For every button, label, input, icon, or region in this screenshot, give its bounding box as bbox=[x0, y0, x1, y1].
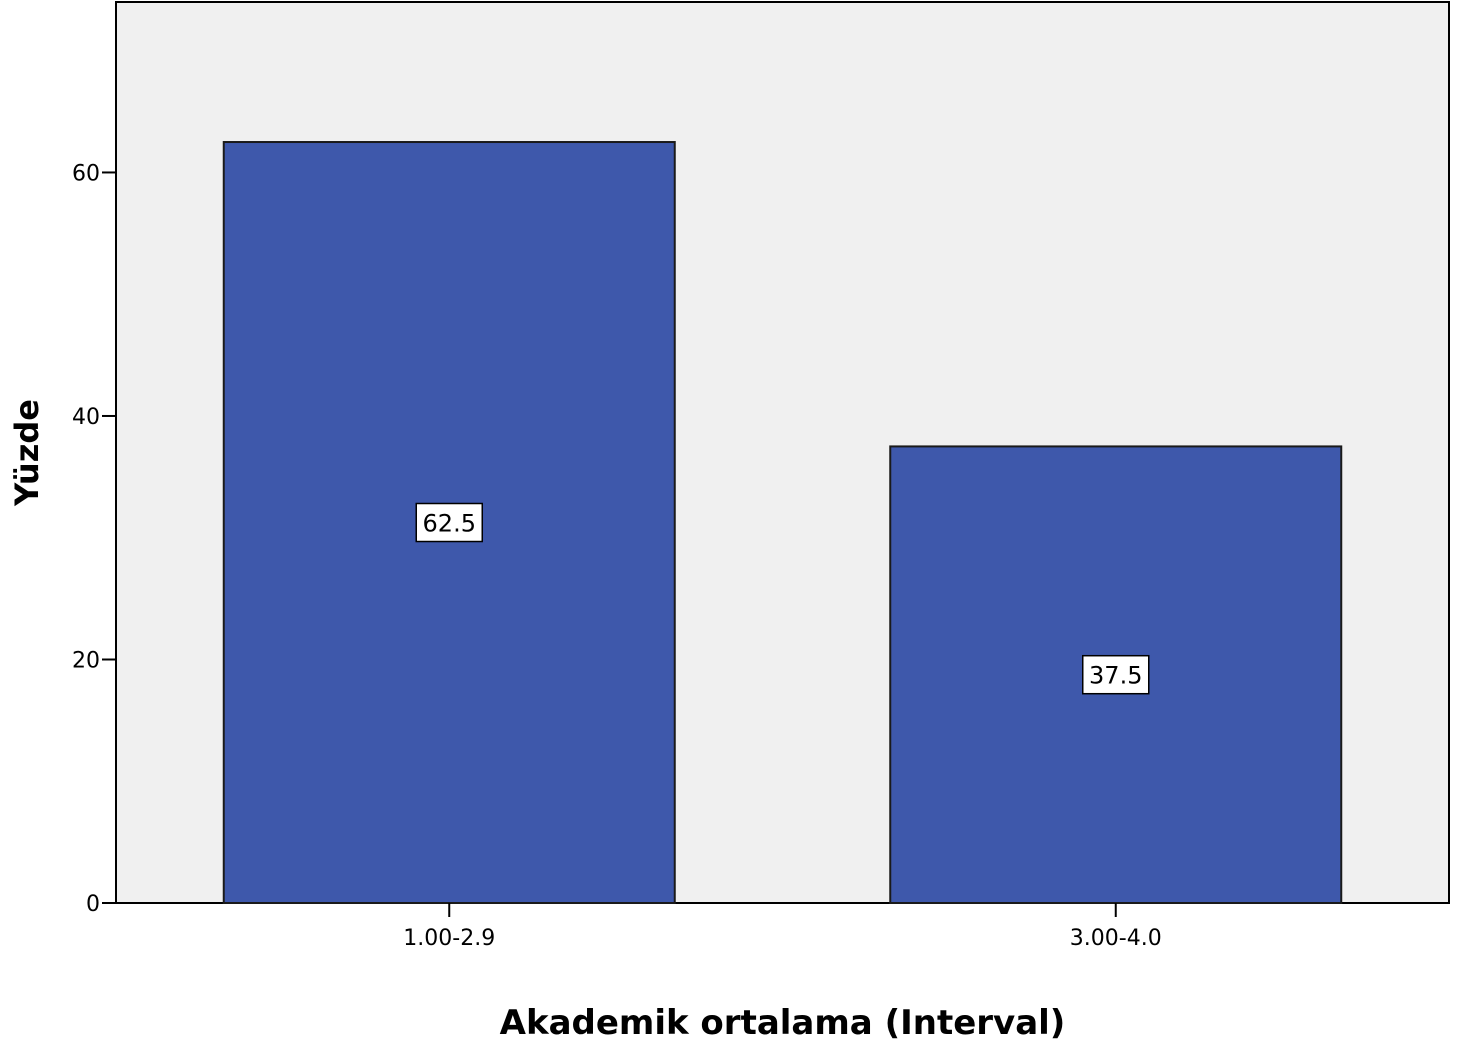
y-tick-label-1: 0 bbox=[86, 892, 100, 917]
x-axis-title: Akademik ortalama (Interval) bbox=[500, 1003, 1066, 1043]
y-tick-label-3: 40 bbox=[72, 405, 100, 430]
x-tick-label-1: 1.00-2.9 bbox=[403, 926, 495, 951]
data-label-box-1 bbox=[415, 502, 483, 543]
data-label-1: 62.5 bbox=[423, 510, 476, 538]
x-tick-label-2: 3.00-4.0 bbox=[1070, 926, 1162, 951]
data-label-box-2 bbox=[1082, 654, 1150, 695]
data-label-2: 37.5 bbox=[1089, 662, 1142, 690]
axes-layer: 1.00-2.9 3.00-4.0 0 20 40 60 bbox=[72, 161, 1162, 951]
bars-layer: 62.5 37.5 bbox=[222, 141, 1343, 904]
y-tick-label-4: 60 bbox=[72, 161, 100, 186]
y-axis-title: Yüzde bbox=[8, 399, 46, 507]
y-tick-label-2: 20 bbox=[72, 648, 100, 673]
